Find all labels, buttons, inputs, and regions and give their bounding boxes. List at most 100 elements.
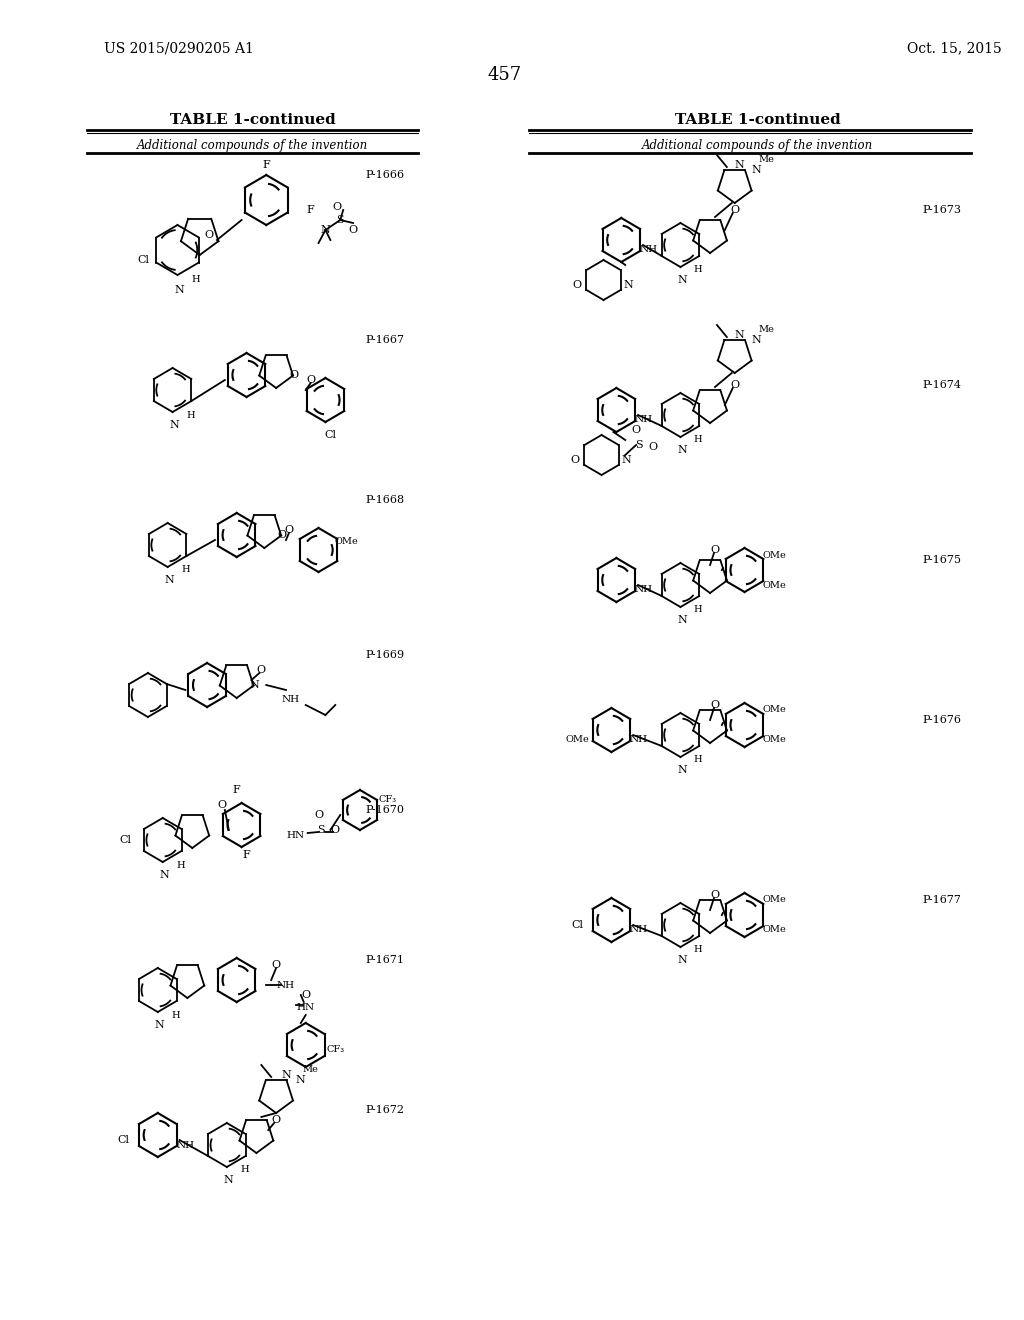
- Text: OMe: OMe: [762, 895, 786, 904]
- Text: Cl: Cl: [571, 920, 583, 931]
- Text: F: F: [262, 160, 270, 170]
- Text: Cl: Cl: [137, 255, 150, 265]
- Text: O: O: [711, 545, 720, 554]
- Text: H: H: [694, 945, 702, 954]
- Text: F: F: [232, 785, 241, 795]
- Text: O: O: [271, 960, 281, 970]
- Text: N: N: [224, 1175, 233, 1185]
- Text: H: H: [186, 411, 195, 420]
- Text: O: O: [205, 230, 214, 240]
- Text: O: O: [711, 890, 720, 900]
- Text: N: N: [678, 445, 687, 455]
- Text: H: H: [171, 1011, 180, 1019]
- Text: S: S: [316, 825, 325, 836]
- Text: HN: HN: [287, 830, 305, 840]
- Text: N: N: [282, 1071, 291, 1080]
- Text: N: N: [160, 870, 170, 880]
- Text: N: N: [735, 160, 744, 170]
- Text: O: O: [331, 825, 340, 836]
- Text: P-1674: P-1674: [923, 380, 962, 389]
- Text: NH: NH: [276, 981, 295, 990]
- Text: O: O: [257, 665, 266, 675]
- Text: Cl: Cl: [119, 836, 131, 845]
- Text: TABLE 1-continued: TABLE 1-continued: [675, 114, 841, 127]
- Text: O: O: [314, 810, 324, 820]
- Text: P-1675: P-1675: [923, 554, 962, 565]
- Text: Me: Me: [759, 326, 774, 334]
- Text: O: O: [570, 455, 580, 465]
- Text: H: H: [181, 565, 189, 574]
- Text: Oct. 15, 2015: Oct. 15, 2015: [907, 41, 1002, 55]
- Text: 457: 457: [487, 66, 522, 84]
- Text: N: N: [678, 615, 687, 624]
- Text: N: N: [678, 275, 687, 285]
- Text: H: H: [241, 1166, 249, 1175]
- Text: S: S: [337, 215, 344, 224]
- Text: N: N: [321, 224, 331, 235]
- Text: N: N: [752, 335, 761, 345]
- Text: H: H: [176, 861, 184, 870]
- Text: O: O: [632, 425, 641, 436]
- Text: N: N: [165, 576, 174, 585]
- Text: P-1669: P-1669: [366, 649, 404, 660]
- Text: H: H: [694, 436, 702, 445]
- Text: S: S: [635, 440, 643, 450]
- Text: NH: NH: [635, 586, 653, 594]
- Text: H: H: [694, 265, 702, 275]
- Text: O: O: [572, 280, 582, 290]
- Text: O: O: [290, 370, 298, 380]
- Text: P-1666: P-1666: [366, 170, 404, 180]
- Text: P-1676: P-1676: [923, 715, 962, 725]
- Text: H: H: [694, 755, 702, 764]
- Text: O: O: [730, 380, 739, 389]
- Text: H: H: [190, 276, 200, 285]
- Text: OMe: OMe: [762, 735, 786, 744]
- Text: N: N: [678, 766, 687, 775]
- Text: N: N: [678, 954, 687, 965]
- Text: P-1667: P-1667: [366, 335, 404, 345]
- Text: NH: NH: [630, 735, 648, 744]
- Text: Cl: Cl: [325, 430, 336, 440]
- Text: Additional compounds of the invention: Additional compounds of the invention: [137, 139, 368, 152]
- Text: P-1668: P-1668: [366, 495, 404, 506]
- Text: P-1673: P-1673: [923, 205, 962, 215]
- Text: O: O: [333, 202, 342, 213]
- Text: OMe: OMe: [762, 581, 786, 590]
- Text: NH: NH: [176, 1140, 195, 1150]
- Text: P-1677: P-1677: [923, 895, 962, 906]
- Text: NH: NH: [635, 416, 653, 425]
- Text: O: O: [711, 700, 720, 710]
- Text: O: O: [285, 525, 294, 535]
- Text: Cl: Cl: [118, 1135, 129, 1144]
- Text: O: O: [217, 800, 226, 810]
- Text: NH: NH: [630, 925, 648, 935]
- Text: O: O: [301, 990, 310, 1001]
- Text: N: N: [624, 280, 633, 290]
- Text: HN: HN: [297, 1003, 314, 1012]
- Text: Additional compounds of the invention: Additional compounds of the invention: [642, 139, 873, 152]
- Text: O: O: [348, 224, 357, 235]
- Text: US 2015/0290205 A1: US 2015/0290205 A1: [103, 41, 253, 55]
- Text: P-1672: P-1672: [366, 1105, 404, 1115]
- Text: Me: Me: [759, 156, 774, 165]
- Text: O: O: [271, 1115, 281, 1125]
- Text: F: F: [243, 850, 251, 861]
- Text: H: H: [694, 606, 702, 615]
- Text: Me: Me: [303, 1065, 318, 1074]
- Text: P-1671: P-1671: [366, 954, 404, 965]
- Text: O: O: [730, 205, 739, 215]
- Text: N: N: [752, 165, 761, 176]
- Text: OMe: OMe: [762, 705, 786, 714]
- Text: OMe: OMe: [762, 550, 786, 560]
- Text: CF₃: CF₃: [379, 796, 396, 804]
- Text: OMe: OMe: [762, 925, 786, 935]
- Text: F: F: [307, 205, 314, 215]
- Text: O: O: [306, 375, 315, 385]
- Text: N: N: [296, 1074, 305, 1085]
- Text: NH: NH: [640, 246, 658, 255]
- Text: O: O: [648, 442, 657, 451]
- Text: TABLE 1-continued: TABLE 1-continued: [170, 114, 335, 127]
- Text: N: N: [622, 455, 631, 465]
- Text: OMe: OMe: [334, 537, 358, 546]
- Text: CF₃: CF₃: [327, 1045, 344, 1055]
